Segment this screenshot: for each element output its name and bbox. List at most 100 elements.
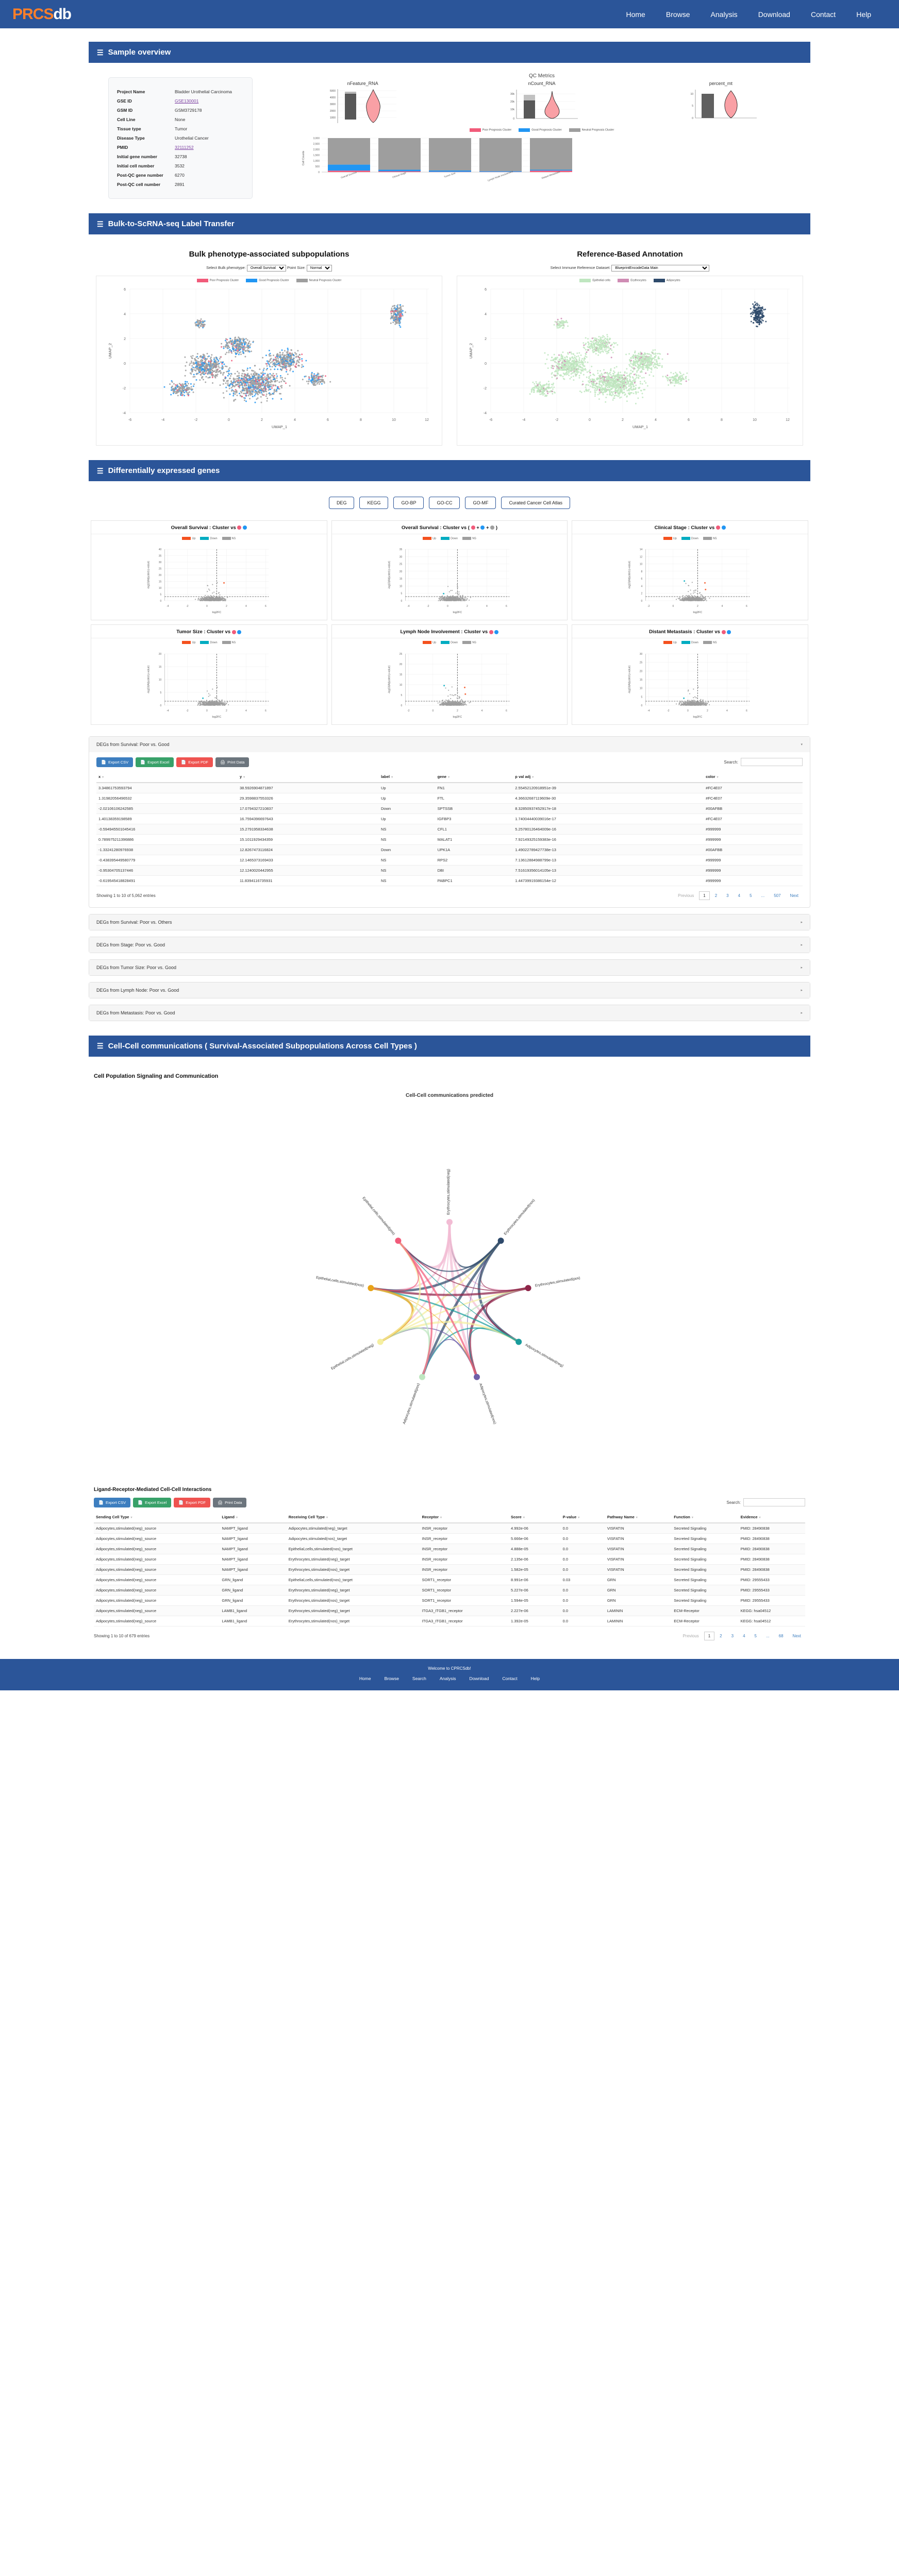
pager-page[interactable]: 1 [699,891,710,900]
table-row[interactable]: Adipocytes,stimulated(neg)_source GRN_lig… [94,1595,805,1606]
volcano-card[interactable]: Clinical Stage : Cluster vs Up Down NS 14 12… [572,520,808,621]
umap-plot-annotation[interactable]: Epithelial cells Erythrocytes Adipocytes [457,276,803,446]
pager-previous[interactable]: Previous [678,893,694,898]
tab-deg[interactable]: DEG [328,497,355,509]
table-row[interactable]: 1.31982056496532 29.3598837553326 Up FTL 4.3… [96,793,803,804]
footer-link[interactable]: Help [530,1675,540,1681]
print-data-button[interactable]: 🖨 Print Data [212,1497,247,1507]
pager-page[interactable]: ... [765,1633,770,1638]
volcano-card[interactable]: Overall Survival : Cluster vs ( + + ) Up D… [331,520,568,621]
nav-link-help[interactable]: Help [856,10,871,19]
volcano-card[interactable]: Tumor Size : Cluster vs Up Down NS 20 15 10 5 0… [91,624,327,725]
immune-reference-select[interactable]: BlueprintEncodeData Main [611,265,710,272]
pager-page[interactable]: 4 [738,893,741,898]
table-row[interactable]: Adipocytes,stimulated(neg)_source NAMPT_l… [94,1554,805,1565]
column-header[interactable]: Receiving Cell Type ▾ [286,1511,420,1523]
footer-link[interactable]: Download [469,1675,489,1681]
pmid-link[interactable]: 32111252 [175,145,194,150]
table-row[interactable]: Adipocytes,stimulated(neg)_source NAMPT_l… [94,1564,805,1575]
pager-page[interactable]: 1 [704,1631,715,1640]
column-header[interactable]: P-value ▾ [560,1511,605,1523]
table-row[interactable]: Adipocytes,stimulated(neg)_source NAMPT_l… [94,1544,805,1554]
table-row[interactable]: -1.33241280976938 12.8267473116824 Down UPK… [96,844,803,855]
pager-page[interactable]: ... [761,893,765,898]
table-row[interactable]: Adipocytes,stimulated(neg)_source NAMPT_l… [94,1533,805,1544]
nav-link-contact[interactable]: Contact [810,10,836,19]
site-logo[interactable]: PRCSdb [12,6,72,23]
pager-page[interactable]: 2 [714,893,718,898]
pager-page[interactable]: 3 [726,893,729,898]
gse-id-link[interactable]: GSE130001 [175,98,199,104]
column-header[interactable]: gene ▾ [435,771,513,783]
table-row[interactable]: 1.40138359198589 16.7594396697643 Up IGFBP3… [96,814,803,824]
pager-previous[interactable]: Previous [682,1633,699,1638]
table-row[interactable]: -0.619545418828491 11.8394116735931 NS PABP… [96,875,803,886]
print-data-button[interactable]: 🖨 Print Data [215,757,249,767]
tab-gocc[interactable]: GO-CC [429,497,460,509]
tab-curated-cancer-cell-atlas[interactable]: Curated Cancer Cell Atlas [501,497,571,509]
pager-page[interactable]: 3 [731,1633,734,1638]
export-excel-button[interactable]: 📄 Export Excel [136,757,174,767]
nav-link-browse[interactable]: Browse [665,10,690,19]
column-header[interactable]: color ▾ [704,771,803,783]
table-row[interactable]: -2.02106106242585 17.0794327210837 Down SPT… [96,803,803,814]
table-row[interactable]: Adipocytes,stimulated(neg)_source NAMPT_l… [94,1522,805,1534]
export-pdf-button[interactable]: 📄 Export PDF [176,757,213,767]
pager-next[interactable]: Next [790,893,798,898]
export-csv-button[interactable]: 📄 Export CSV [94,1497,131,1507]
accordion-header[interactable]: DEGs from Stage: Poor vs. Good ▸ [89,937,810,953]
table-row[interactable]: -0.594945501045416 15.2791958334638 NS CFL1… [96,824,803,835]
table-row[interactable]: -0.95304705137446 12.1240020442955 NS DBI 7.… [96,865,803,876]
volcano-card[interactable]: Lymph Node Involvement : Cluster vs Up Do… [331,624,568,725]
nav-link-analysis[interactable]: Analysis [710,10,738,19]
table-row[interactable]: 0.789975211396886 15.1011929434359 NS MALAT… [96,834,803,845]
column-header[interactable]: Evidence ▾ [738,1511,805,1523]
volcano-card[interactable]: Distant Metastasis : Cluster vs Up Down NS… [572,624,808,725]
volcano-card[interactable]: Overall Survival : Cluster vs Up Down NS 40… [91,520,327,621]
footer-link[interactable]: Contact [502,1675,518,1681]
pager-page[interactable]: 68 [778,1633,784,1638]
umap-plot-phenotype[interactable]: Poor Prognosis Cluster Good Prognosis Cl… [96,276,442,446]
chord-diagram[interactable]: Erythrocytes,stimulated(neg) Erythrocytes… [269,1098,630,1480]
accordion-header[interactable]: DEGs from Metastasis: Poor vs. Good ▸ [89,1005,810,1021]
column-header[interactable]: p val adj ▾ [513,771,704,783]
accordion-header[interactable]: DEGs from Tumor Size: Poor vs. Good ▸ [89,959,810,975]
footer-link[interactable]: Browse [384,1675,399,1681]
footer-link[interactable]: Search [412,1675,426,1681]
pager-page[interactable]: 2 [720,1633,722,1638]
export-excel-button[interactable]: 📄 Export Excel [133,1497,172,1507]
table-row[interactable]: 3.34861753593794 38.5926904871897 Up FN1 2.5… [96,782,803,793]
nav-link-download[interactable]: Download [758,10,790,19]
column-header[interactable]: x ▾ [96,771,238,783]
table-row[interactable]: Adipocytes,stimulated(neg)_source GRN_lig… [94,1585,805,1596]
column-header[interactable]: Ligand ▾ [220,1511,287,1523]
column-header[interactable]: Receptor ▾ [420,1511,509,1523]
accordion-header[interactable]: DEGs from Lymph Node: Poor vs. Good ▸ [89,982,810,998]
footer-link[interactable]: Home [359,1675,371,1681]
export-csv-button[interactable]: 📄 Export CSV [96,757,134,767]
footer-link[interactable]: Analysis [439,1675,456,1681]
table-row[interactable]: Adipocytes,stimulated(neg)_source LAMB1_l… [94,1605,805,1616]
column-header[interactable]: Sending Cell Type ▾ [94,1511,220,1523]
export-pdf-button[interactable]: 📄 Export PDF [174,1497,210,1507]
deg-table-header[interactable]: DEGs from Survival: Poor vs. Good ▾ [89,736,810,752]
table-row[interactable]: Adipocytes,stimulated(neg)_source GRN_lig… [94,1574,805,1585]
tab-gobp[interactable]: GO-BP [393,497,424,509]
table-row[interactable]: Adipocytes,stimulated(neg)_source LAMB1_l… [94,1616,805,1626]
column-header[interactable]: Pathway Name ▾ [605,1511,672,1523]
search-input[interactable] [741,758,803,767]
column-header[interactable]: Score ▾ [508,1511,561,1523]
tab-kegg[interactable]: KEGG [359,497,389,509]
tab-gomf[interactable]: GO-MF [465,497,496,509]
pager-page[interactable]: 5 [754,1633,757,1638]
table-row[interactable]: -0.438395449580779 12.1465373169433 NS RPS2… [96,855,803,866]
pager-page[interactable]: 5 [750,893,752,898]
point-size-select[interactable]: Normal [306,265,332,272]
column-header[interactable]: Function ▾ [672,1511,739,1523]
bulk-phenotype-select[interactable]: Overall Survival [246,265,286,272]
search-input[interactable] [743,1498,805,1507]
accordion-header[interactable]: DEGs from Survival: Poor vs. Others ▸ [89,914,810,930]
column-header[interactable]: y ▾ [238,771,379,783]
pager-next[interactable]: Next [792,1633,801,1638]
nav-link-home[interactable]: Home [626,10,645,19]
